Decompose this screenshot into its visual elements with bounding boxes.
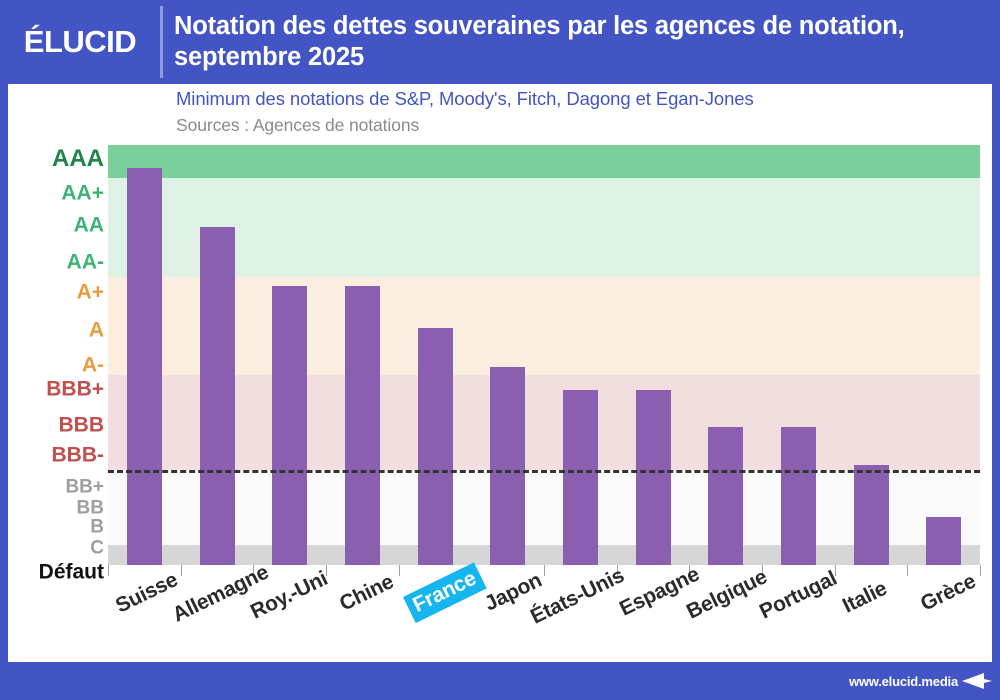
header-divider xyxy=(160,6,163,78)
elucid-logo: ÉLUCID xyxy=(0,0,160,84)
chart-panel: Minimum des notations de S&P, Moody's, F… xyxy=(8,84,992,662)
chart-sources: Sources : Agences de notations xyxy=(176,115,420,135)
bar-belgique[interactable] xyxy=(708,427,744,565)
y-axis-label-bb: BB xyxy=(76,497,104,519)
page-header: ÉLUCID Notation des dettes souveraines p… xyxy=(0,0,1000,84)
bar-roy-uni[interactable] xyxy=(272,286,308,565)
logo-text: ÉLUCID xyxy=(23,24,137,59)
bar-japon[interactable] xyxy=(490,367,526,565)
x-tick xyxy=(762,565,763,576)
y-axis-label-a-: A- xyxy=(81,353,104,377)
x-tick xyxy=(471,565,473,576)
page-footer: www.elucid.media xyxy=(0,662,1000,700)
y-axis-label-a: A xyxy=(88,318,104,342)
y-axis-labels: AAA AA+ AA AA- A+ A A- BBB+ BBB BBB- BB+ BB B C Défaut xyxy=(8,84,108,662)
bar-france[interactable] xyxy=(417,328,453,565)
bar-italie[interactable] xyxy=(853,465,889,565)
rating-band-speculative xyxy=(108,470,980,545)
x-axis-label-italie: Italie xyxy=(839,577,891,619)
x-axis-ticks xyxy=(108,565,981,577)
y-axis-label-bbb: BBB xyxy=(58,413,105,437)
y-axis-label-c: C xyxy=(90,537,104,559)
bar-portugal[interactable] xyxy=(780,427,816,565)
y-axis-label-bbb-: BBB- xyxy=(51,443,105,467)
x-tick xyxy=(616,565,618,576)
x-tick xyxy=(398,565,400,576)
y-axis-label-aa: AA xyxy=(73,213,104,237)
rating-band-aaa xyxy=(108,145,980,178)
x-tick xyxy=(834,565,836,576)
x-tick xyxy=(180,565,182,576)
bar-allemagne[interactable] xyxy=(199,227,235,565)
y-axis-label-bbb-: BBB+ xyxy=(46,377,104,401)
rating-band-bbb xyxy=(108,375,980,470)
y-axis-label-d-faut: Défaut xyxy=(38,560,104,584)
y-axis-label-aa-: AA+ xyxy=(61,181,104,205)
x-tick xyxy=(980,565,981,576)
chart-subtitle: Minimum des notations de S&P, Moody's, F… xyxy=(176,88,754,109)
footer-url[interactable]: www.elucid.media xyxy=(848,674,958,689)
plot-area xyxy=(108,145,980,565)
bars-layer xyxy=(108,145,980,565)
x-tick xyxy=(907,565,909,576)
investment-grade-threshold-line xyxy=(108,470,980,473)
rating-band-d-faut xyxy=(108,545,980,565)
x-tick xyxy=(689,565,691,576)
play-arrow-icon xyxy=(962,673,992,689)
y-axis-label-aaa: AAA xyxy=(52,145,104,172)
page-title: Notation des dettes souveraines par les … xyxy=(174,11,905,71)
bar-gr-ce[interactable] xyxy=(926,517,962,565)
y-axis-label-aa-: AA- xyxy=(66,250,104,274)
bar-suisse[interactable] xyxy=(126,168,162,565)
rating-band-aa xyxy=(108,178,980,277)
y-axis-label-b: B xyxy=(90,516,104,538)
bar-espagne[interactable] xyxy=(635,390,671,565)
x-tick xyxy=(253,565,255,576)
x-tick xyxy=(544,565,545,576)
y-axis-label-bb-: BB+ xyxy=(65,476,104,498)
y-axis-label-a-: A+ xyxy=(76,280,104,304)
rating-band-a xyxy=(108,277,980,375)
x-tick xyxy=(108,565,109,576)
bar-chine[interactable] xyxy=(344,286,380,565)
x-tick xyxy=(326,565,327,576)
bar--tats-unis[interactable] xyxy=(562,390,598,565)
